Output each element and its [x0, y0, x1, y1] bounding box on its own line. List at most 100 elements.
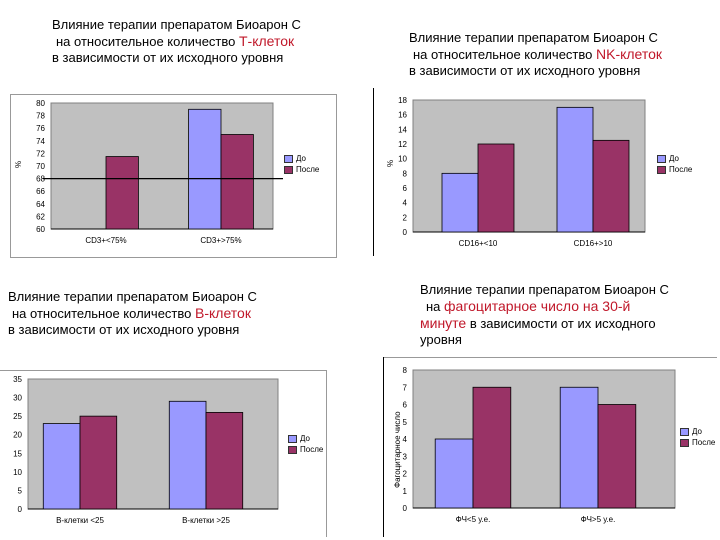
bar-before: [43, 424, 80, 509]
y-tick-label: 76: [36, 124, 45, 133]
bar-before: [560, 387, 598, 508]
legend-after: После: [288, 444, 323, 455]
chart-nk-ylabel: %: [386, 160, 395, 167]
x-tick-label: ФЧ<5 у.е.: [456, 515, 491, 524]
y-tick-label: 20: [13, 431, 22, 440]
chart-nk-frame-line: [373, 88, 374, 256]
chart-t-svg: 80 78 76 74 72 70 68 66 64 62 60 CD3+<75% CD3+>75%: [11, 95, 336, 257]
legend-before: До: [680, 426, 715, 437]
chart-ph-legend: До После: [680, 426, 715, 448]
title-phagocytic: Влияние терапии препаратом Биоарон С на …: [420, 282, 669, 348]
y-tick-label: 3: [403, 452, 408, 461]
y-tick-label: 72: [36, 149, 45, 158]
y-tick-label: 10: [13, 468, 22, 477]
legend-before: До: [657, 153, 692, 164]
y-tick-label: 30: [13, 394, 22, 403]
title-nk-line3: в зависимости от их исходного уровня: [409, 63, 662, 79]
y-tick-label: 2: [403, 213, 408, 222]
y-tick-label: 4: [403, 199, 408, 208]
chart-b-cells: 35 30 25 20 15 10 5 0 В-клетки <25 В-клетки >25: [0, 370, 327, 537]
title-b-line2: на относительное количество: [12, 306, 195, 321]
y-tick-label: 1: [403, 487, 408, 496]
y-tick-label: 15: [13, 449, 22, 458]
legend-after: После: [284, 164, 319, 175]
y-tick-label: 5: [403, 418, 408, 427]
legend-after-swatch: [680, 439, 689, 447]
x-tick-label: CD3+>75%: [200, 236, 241, 245]
y-tick-label: 14: [398, 125, 407, 134]
title-t-highlight: Т-клеток: [239, 33, 294, 49]
y-tick-label: 74: [36, 137, 45, 146]
bar-after: [80, 416, 117, 509]
y-tick-label: 6: [403, 184, 408, 193]
x-tick-label: CD16+>10: [574, 239, 613, 248]
legend-after-swatch: [657, 166, 666, 174]
title-t-line2: на относительное количество: [56, 34, 239, 49]
bar-after: [221, 135, 253, 230]
title-t-line3: в зависимости от их исходного уровня: [52, 50, 301, 66]
bar-before: [442, 173, 478, 232]
title-nk-line2: на относительное количество: [413, 47, 596, 62]
chart-nk-legend: До После: [657, 153, 692, 175]
x-tick-label: CD16+<10: [459, 239, 498, 248]
bar-after: [106, 157, 138, 229]
bar-after: [206, 412, 243, 509]
title-ph-highlight: фагоцитарное число на 30-й: [444, 298, 630, 314]
y-tick-label: 16: [398, 111, 407, 120]
y-tick-label: 4: [403, 435, 408, 444]
bar-before: [435, 439, 473, 508]
legend-before-label: До: [296, 153, 306, 164]
bar-after: [598, 405, 636, 509]
x-tick-label: В-клетки >25: [182, 516, 230, 525]
title-ph-line3: в зависимости от их исходного: [466, 316, 655, 331]
title-ph-line2: на: [426, 299, 444, 314]
y-tick-label: 18: [398, 96, 407, 105]
legend-before: До: [288, 433, 323, 444]
y-tick-label: 6: [403, 401, 408, 410]
chart-phagocytic: 8 7 6 5 4 3 2 1 0 ФЧ<5 у.е. ФЧ>5 у.е.: [383, 357, 717, 538]
title-ph-line1: Влияние терапии препаратом Биоарон С: [420, 282, 669, 298]
y-tick-label: 70: [36, 162, 45, 171]
chart-t-cells: 80 78 76 74 72 70 68 66 64 62 60 CD3+<75% CD3+>75%: [10, 94, 337, 258]
y-tick-label: 7: [403, 383, 408, 392]
legend-before: До: [284, 153, 319, 164]
x-tick-label: CD3+<75%: [85, 236, 126, 245]
y-tick-label: 60: [36, 225, 45, 234]
title-nk-highlight: NK-клеток: [596, 46, 662, 62]
legend-before-label: До: [300, 433, 310, 444]
y-tick-label: 5: [18, 486, 23, 495]
legend-before-swatch: [657, 155, 666, 163]
y-tick-label: 35: [13, 375, 22, 384]
title-b-cells: Влияние терапии препаратом Биоарон С на …: [8, 289, 257, 338]
y-tick-label: 12: [398, 140, 407, 149]
y-tick-label: 66: [36, 187, 45, 196]
chart-ph-svg: 8 7 6 5 4 3 2 1 0 ФЧ<5 у.е. ФЧ>5 у.е.: [383, 358, 717, 538]
bar-before: [189, 109, 221, 229]
title-ph-line4: уровня: [420, 332, 669, 348]
title-b-line3: в зависимости от их исходного уровня: [8, 322, 257, 338]
title-t-cells: Влияние терапии препаратом Биоарон С на …: [52, 17, 301, 66]
y-tick-label: 0: [18, 505, 23, 514]
bar-after: [478, 144, 514, 232]
title-b-highlight: В-клеток: [195, 305, 251, 321]
legend-before-swatch: [680, 428, 689, 436]
chart-t-ylabel: %: [14, 161, 23, 168]
bar-before: [169, 401, 206, 509]
legend-before-label: До: [669, 153, 679, 164]
y-tick-label: 64: [36, 200, 45, 209]
y-tick-label: 0: [403, 504, 408, 513]
legend-after-swatch: [288, 446, 297, 454]
y-tick-label: 0: [403, 228, 408, 237]
title-t-line1: Влияние терапии препаратом Биоарон С: [52, 17, 301, 33]
chart-ph-frame-line: [383, 357, 384, 537]
y-tick-label: 10: [398, 155, 407, 164]
legend-after-label: После: [296, 164, 319, 175]
title-nk-cells: Влияние терапии препаратом Биоарон С на …: [409, 30, 662, 79]
bar-after: [473, 387, 511, 508]
legend-before-swatch: [288, 435, 297, 443]
chart-b-svg: 35302520151050В-клетки <25 В-клетки >25: [0, 371, 326, 537]
title-ph-highlight2: минуте: [420, 315, 466, 331]
legend-after-swatch: [284, 166, 293, 174]
y-tick-label: 80: [36, 99, 45, 108]
y-tick-label: 2: [403, 470, 408, 479]
